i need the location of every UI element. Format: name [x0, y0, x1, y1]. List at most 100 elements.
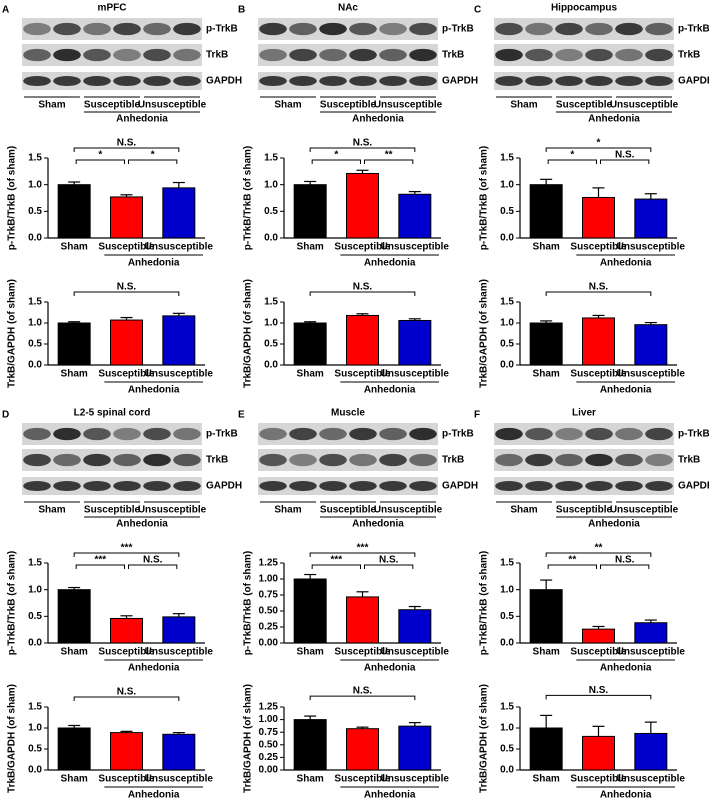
y-tick-label: 0.0 — [500, 765, 514, 776]
panel-letter: B — [238, 5, 245, 16]
bar — [529, 184, 563, 239]
x-tick-label: Unsusceptible — [381, 647, 450, 658]
blot-band — [23, 427, 51, 441]
blot-band — [23, 480, 51, 492]
blot-band — [173, 480, 201, 492]
x-tick-label: Unsusceptible — [617, 369, 686, 380]
significance-bracket — [545, 694, 652, 700]
y-tick-label: 0.5 — [28, 611, 42, 622]
blot-band — [289, 22, 317, 36]
y-tick-label: 0.25 — [259, 752, 279, 763]
significance-bracket — [73, 696, 180, 701]
bar — [110, 617, 143, 644]
y-tick-label: 1.00 — [259, 714, 279, 725]
blot-band — [143, 453, 171, 467]
panel-title: Hippocampus — [551, 3, 618, 14]
bar — [398, 319, 432, 366]
blot-band — [349, 480, 377, 492]
y-tick-label: 1.25 — [259, 558, 279, 569]
y-tick-label: 0.50 — [259, 606, 279, 617]
y-tick-label: 0.0 — [28, 638, 42, 649]
y-tick-label: 1.0 — [500, 318, 514, 329]
y-tick-label: 1.0 — [500, 723, 514, 734]
y-tick-label: 0.25 — [259, 622, 279, 633]
blot-band — [173, 75, 201, 87]
y-tick-label: 0.5 — [500, 206, 514, 217]
blot-group-label: Anhedonia — [588, 114, 640, 125]
significance-bracket — [128, 159, 178, 164]
blot-band — [259, 480, 287, 492]
bar — [110, 732, 143, 771]
blot-band — [173, 22, 201, 36]
y-tick-label: 1.5 — [28, 297, 42, 308]
bar — [529, 322, 563, 366]
x-tick-label: Sham — [297, 774, 324, 785]
x-tick-label: Sham — [61, 369, 88, 380]
blot-band — [319, 48, 347, 62]
y-tick-label: 0.0 — [264, 360, 278, 371]
blot-band — [349, 48, 377, 62]
significance-label: N.S. — [589, 685, 609, 696]
bar — [162, 616, 196, 644]
significance-bracket — [311, 159, 361, 164]
y-tick-label: 0.5 — [264, 206, 278, 217]
blot-row-label: GAPDH — [442, 76, 478, 87]
y-axis-label: p-TrkB/TrkB (of sham) — [7, 146, 18, 250]
blot-band — [83, 480, 111, 492]
blot-band — [53, 453, 81, 467]
blot-band — [349, 75, 377, 87]
significance-label: * — [334, 150, 338, 161]
blot-band — [83, 427, 111, 441]
significance-label: N.S. — [117, 687, 137, 698]
y-tick-label: 0.0 — [500, 233, 514, 244]
blot-band — [585, 453, 613, 467]
blot-group-label: Sham — [38, 505, 65, 516]
significance-label: N.S. — [143, 555, 163, 566]
group-label: Anhedonia — [364, 385, 416, 396]
blot-band — [53, 480, 81, 492]
blot-row-label: p-TrkB — [678, 429, 709, 440]
blot-band — [83, 75, 111, 87]
bar — [634, 622, 668, 644]
blot-band — [349, 427, 377, 441]
significance-label: *** — [330, 555, 342, 566]
blot-row-label: GAPDH — [206, 76, 242, 87]
blot-group-label: Unsusceptible — [374, 100, 443, 111]
blot-band — [83, 22, 111, 36]
blot-band — [615, 427, 643, 441]
significance-bracket — [309, 695, 416, 701]
panel-title: NAc — [338, 3, 358, 14]
blot-band — [143, 427, 171, 441]
panel-letter: D — [2, 410, 9, 421]
group-label: Anhedonia — [128, 663, 180, 674]
blot-band — [495, 427, 523, 441]
blot-row-label: TrkB — [206, 50, 228, 61]
x-tick-label: Unsusceptible — [145, 369, 214, 380]
blot-row-label: p-TrkB — [442, 429, 474, 440]
y-axis-label: p-TrkB/TrkB (of sham) — [243, 146, 254, 250]
significance-bracket — [75, 159, 125, 164]
panel-title: Muscle — [331, 408, 365, 419]
blot-group-label: Anhedonia — [116, 519, 168, 530]
significance-label: ** — [568, 555, 576, 566]
blot-band — [23, 75, 51, 87]
y-tick-label: 1.5 — [264, 297, 278, 308]
bar — [110, 319, 143, 366]
blot-band — [555, 48, 583, 62]
significance-bracket — [73, 291, 180, 296]
significance-label: *** — [121, 543, 133, 554]
x-tick-label: Susceptible — [570, 369, 627, 380]
blot-band — [645, 22, 673, 36]
blot-group-label: Susceptible — [84, 505, 141, 516]
y-axis-label: p-TrkB/TrkB (of sham) — [7, 551, 18, 655]
bar — [346, 172, 379, 239]
bar — [582, 628, 615, 644]
blot-group-label: Unsusceptible — [138, 100, 207, 111]
blot-band — [349, 453, 377, 467]
significance-label: ** — [385, 150, 393, 161]
blot-band — [259, 75, 287, 87]
x-tick-label: Unsusceptible — [145, 774, 214, 785]
y-axis-label: TrkB/GAPDH (of sham) — [243, 684, 254, 793]
bar — [634, 324, 668, 366]
